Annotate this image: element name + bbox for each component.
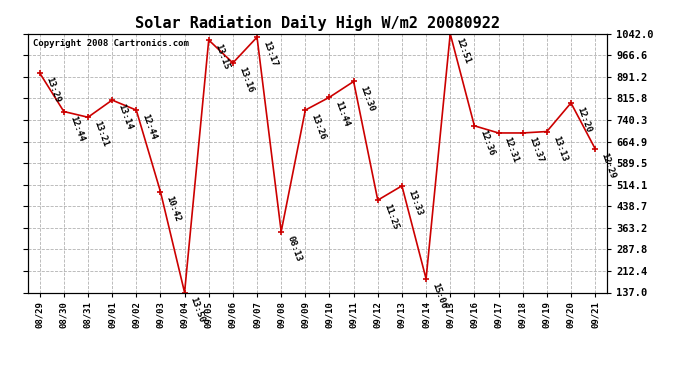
Text: Copyright 2008 Cartronics.com: Copyright 2008 Cartronics.com	[33, 39, 189, 48]
Text: 13:26: 13:26	[310, 113, 327, 141]
Text: 13:29: 13:29	[44, 76, 61, 104]
Text: 15:06: 15:06	[431, 282, 448, 310]
Text: 12:20: 12:20	[575, 106, 593, 134]
Text: 08:13: 08:13	[286, 234, 303, 263]
Text: 13:37: 13:37	[527, 136, 544, 164]
Text: 10:42: 10:42	[165, 194, 182, 223]
Text: 13:14: 13:14	[117, 103, 134, 131]
Text: 12:29: 12:29	[600, 152, 617, 180]
Text: 13:21: 13:21	[92, 120, 110, 148]
Text: 12:51: 12:51	[455, 36, 472, 65]
Text: 13:17: 13:17	[262, 40, 279, 68]
Text: 12:30: 12:30	[358, 84, 375, 112]
Text: 11:25: 11:25	[382, 203, 400, 231]
Text: 13:16: 13:16	[237, 66, 255, 94]
Text: 12:44: 12:44	[141, 113, 158, 141]
Text: 12:36: 12:36	[479, 129, 496, 157]
Text: 13:13: 13:13	[551, 134, 569, 163]
Text: 12:31: 12:31	[503, 136, 520, 164]
Text: 13:50: 13:50	[189, 295, 206, 324]
Title: Solar Radiation Daily High W/m2 20080922: Solar Radiation Daily High W/m2 20080922	[135, 15, 500, 31]
Text: 13:33: 13:33	[406, 189, 424, 217]
Text: 12:44: 12:44	[68, 114, 86, 142]
Text: 13:15: 13:15	[213, 43, 230, 71]
Text: 11:44: 11:44	[334, 100, 351, 128]
